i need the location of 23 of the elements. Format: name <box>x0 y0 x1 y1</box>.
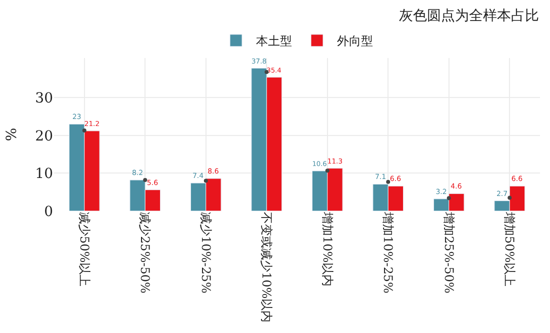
y-tick-label: 0 <box>44 204 53 220</box>
point <box>446 196 451 200</box>
chart-title: 灰色圆点为全样本占比 <box>399 8 539 24</box>
legend-label: 本土型 <box>256 34 292 48</box>
y-tick-label: 30 <box>35 90 53 107</box>
y-tick-label: 20 <box>35 128 53 144</box>
x-tick-label: 减少50%以上 <box>77 212 92 287</box>
x-tick-label: 减少25%-50% <box>138 212 152 294</box>
x-tick-label: 增加50%以上 <box>502 211 517 287</box>
point <box>143 178 148 182</box>
y-axis-title: % <box>4 128 20 142</box>
point <box>508 196 512 200</box>
x-tick-label: 减少10%-25% <box>198 212 213 294</box>
point <box>204 178 208 183</box>
point <box>82 128 86 133</box>
point <box>386 180 390 184</box>
x-tick-label: 增加10%以内 <box>320 211 334 287</box>
x-tick-label: 增加25%-50% <box>442 211 456 294</box>
point <box>325 168 330 173</box>
x-tick-label: 不变或减少10%以内 <box>260 212 274 323</box>
x-tick-label: 增加10%-25% <box>381 211 396 294</box>
legend-label: 外向型 <box>337 34 373 48</box>
y-tick-label: 10 <box>35 166 53 182</box>
